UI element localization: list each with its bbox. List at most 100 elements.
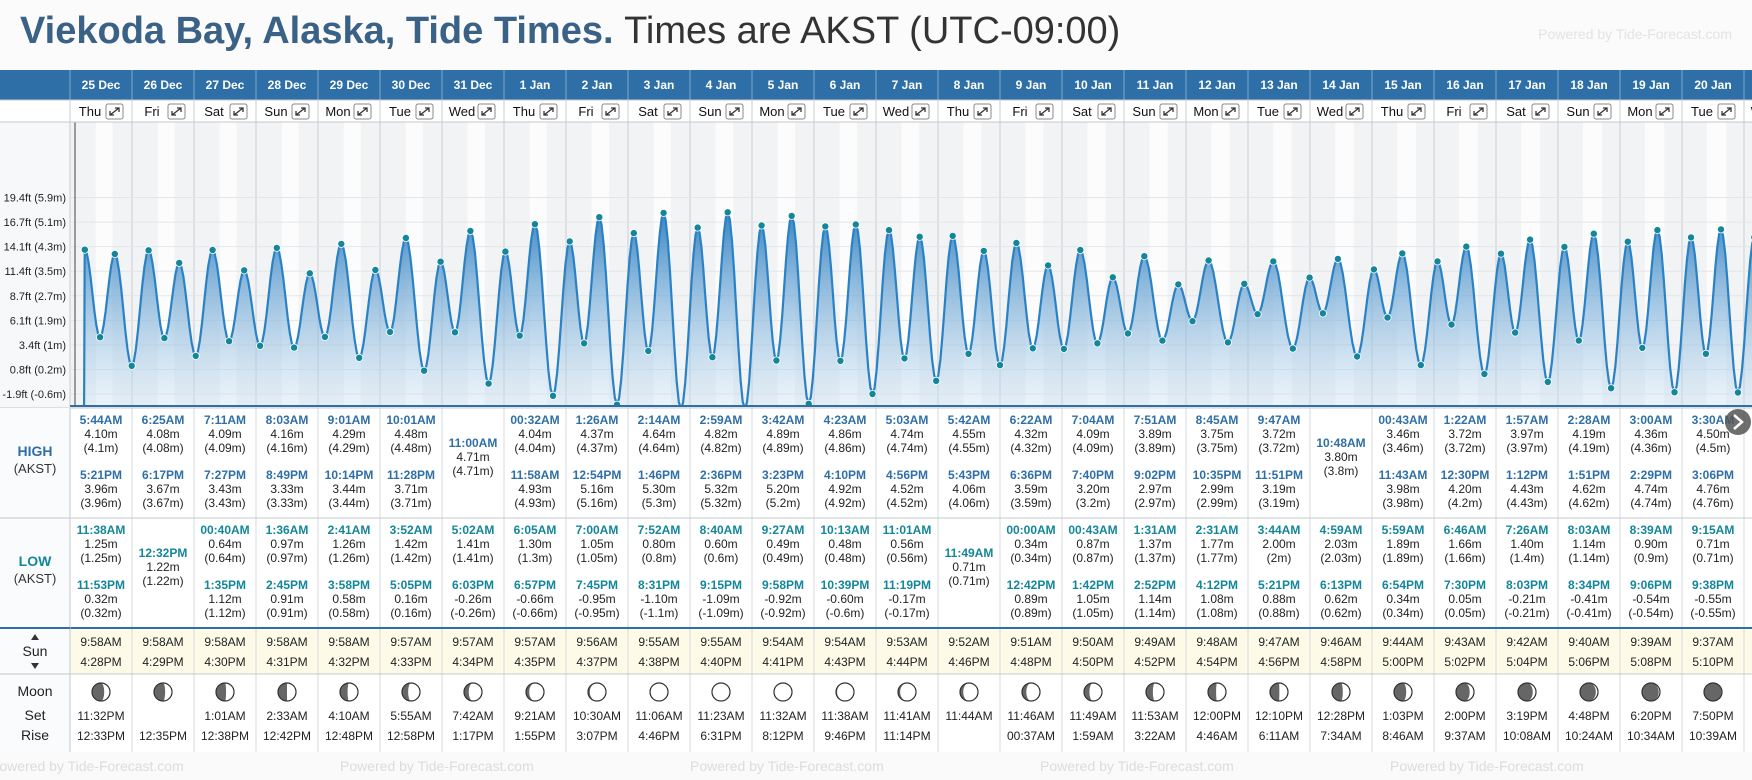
- high-tide-height-metric: (5.16m): [576, 496, 617, 510]
- high-tide-height: 4.74m: [1634, 482, 1667, 496]
- low-tide-height: 1.89m: [1386, 537, 1419, 551]
- expand-day-button[interactable]: [912, 104, 929, 119]
- expand-day-button[interactable]: [230, 104, 247, 119]
- high-tide-point: [338, 240, 345, 247]
- expand-day-button[interactable]: [1532, 104, 1549, 119]
- sunset-time: 5:04PM: [1506, 655, 1547, 669]
- expand-day-button[interactable]: [1718, 104, 1735, 119]
- weekday-label: Sun: [1566, 104, 1589, 119]
- expand-day-button[interactable]: [292, 104, 309, 119]
- expand-day-button[interactable]: [354, 104, 371, 119]
- low-tide-time: 5:21PM: [1258, 578, 1300, 592]
- moonrise-time: 8:12PM: [762, 729, 803, 743]
- expand-day-button[interactable]: [1346, 104, 1363, 119]
- low-tide-height-metric: (0.71m): [1692, 551, 1733, 565]
- high-tide-height: 4.48m: [394, 427, 427, 441]
- sunrise-time: 9:56AM: [576, 635, 617, 649]
- expand-day-button[interactable]: [850, 104, 867, 119]
- high-tide-point: [145, 247, 152, 254]
- high-tide-height-metric: (3.19m): [1258, 496, 1299, 510]
- low-tide-point: [192, 352, 199, 359]
- low-tide-height-metric: (1.08m): [1196, 606, 1237, 620]
- expand-day-button[interactable]: [664, 104, 681, 119]
- expand-day-button[interactable]: [168, 104, 185, 119]
- expand-day-button[interactable]: [1160, 104, 1177, 119]
- high-tide-height: 4.43m: [1510, 482, 1543, 496]
- moonrise-time: 9:37AM: [1444, 729, 1485, 743]
- high-tide-point: [1205, 257, 1212, 264]
- high-tide-height-metric: (4.36m): [1630, 441, 1671, 455]
- moonset-time: 3:19PM: [1506, 709, 1547, 723]
- date-label: 3 Jan: [644, 78, 675, 92]
- sunrise-time: 9:50AM: [1072, 635, 1113, 649]
- low-tide-time: 8:03PM: [1506, 578, 1548, 592]
- high-tide-point: [502, 248, 509, 255]
- high-tide-time: 10:01AM: [386, 413, 435, 427]
- high-tide-point: [1590, 230, 1597, 237]
- date-label: 11 Jan: [1137, 78, 1174, 92]
- high-tide-height: 4.89m: [766, 427, 799, 441]
- sunset-time: 4:40PM: [700, 655, 741, 669]
- expand-day-button[interactable]: [106, 104, 123, 119]
- moonset-time: 5:55AM: [390, 709, 431, 723]
- low-tide-point: [613, 401, 620, 408]
- low-tide-point: [451, 329, 458, 336]
- moonrise-time: 9:46PM: [824, 729, 865, 743]
- low-tide-point: [1189, 318, 1196, 325]
- high-tide-point: [660, 209, 667, 216]
- scroll-next-circle[interactable]: [1725, 409, 1751, 435]
- weekday-label: Sat: [1072, 104, 1092, 119]
- expand-day-button[interactable]: [1098, 104, 1115, 119]
- low-tide-point: [1702, 350, 1709, 357]
- high-tide-time: 10:35PM: [1193, 468, 1242, 482]
- high-tide-time: 3:00AM: [1630, 413, 1673, 427]
- low-tide-time: 11:01AM: [883, 523, 932, 537]
- expand-day-button[interactable]: [1408, 104, 1425, 119]
- weekday-label: Tue: [1257, 104, 1279, 119]
- low-tide-point: [1384, 314, 1391, 321]
- low-tide-point: [226, 338, 233, 345]
- date-label: 13 Jan: [1260, 78, 1297, 92]
- expand-day-button[interactable]: [602, 104, 619, 119]
- high-tide-time: 1:51PM: [1568, 468, 1610, 482]
- footer-watermark-text: Powered by Tide-Forecast.com: [1390, 758, 1584, 774]
- scroll-next-button[interactable]: [1725, 409, 1751, 435]
- low-tide-point: [1512, 329, 1519, 336]
- expand-day-button[interactable]: [540, 104, 557, 119]
- low-tide-height: 1.05m: [580, 537, 613, 551]
- expand-day-button[interactable]: [974, 104, 991, 119]
- expand-day-button[interactable]: [478, 104, 495, 119]
- high-tide-point: [788, 212, 795, 219]
- high-tide-height-metric: (3.43m): [204, 496, 245, 510]
- high-tide-time: 7:04AM: [1072, 413, 1115, 427]
- low-tide-height-metric: (0.62m): [1320, 606, 1361, 620]
- low-tide-time: 12:32PM: [139, 546, 188, 560]
- sunset-time: 4:58PM: [1320, 655, 1361, 669]
- low-tide-time: 11:53PM: [77, 578, 125, 592]
- y-axis-tick-label: 16.7ft (5.1m): [4, 217, 66, 229]
- expand-day-button[interactable]: [1470, 104, 1487, 119]
- expand-day-button[interactable]: [416, 104, 433, 119]
- high-row-label: HIGH: [18, 443, 53, 459]
- expand-day-button[interactable]: [1594, 104, 1611, 119]
- expand-day-button[interactable]: [1036, 104, 1053, 119]
- expand-day-button[interactable]: [1284, 104, 1301, 119]
- low-tide-point: [965, 350, 972, 357]
- high-tide-time: 3:06PM: [1692, 468, 1734, 482]
- expand-day-button[interactable]: [1222, 104, 1239, 119]
- date-label: 31 Dec: [454, 78, 493, 92]
- high-tide-time: 5:21PM: [80, 468, 122, 482]
- high-tide-height: 4.06m: [952, 482, 985, 496]
- moonrise-time: 3:07PM: [576, 729, 617, 743]
- low-tide-time: 00:40AM: [200, 523, 249, 537]
- high-tide-height-metric: (3.44m): [328, 496, 369, 510]
- powered-by-watermark: Powered by Tide-Forecast.com: [1538, 26, 1732, 42]
- high-tide-time: 9:01AM: [328, 413, 371, 427]
- sunset-time: 4:50PM: [1072, 655, 1113, 669]
- expand-day-button[interactable]: [1656, 104, 1673, 119]
- low-tide-point: [1448, 321, 1455, 328]
- low-tide-point: [645, 347, 652, 354]
- high-tide-height: 4.50m: [1696, 427, 1729, 441]
- expand-day-button[interactable]: [788, 104, 805, 119]
- expand-day-button[interactable]: [726, 104, 743, 119]
